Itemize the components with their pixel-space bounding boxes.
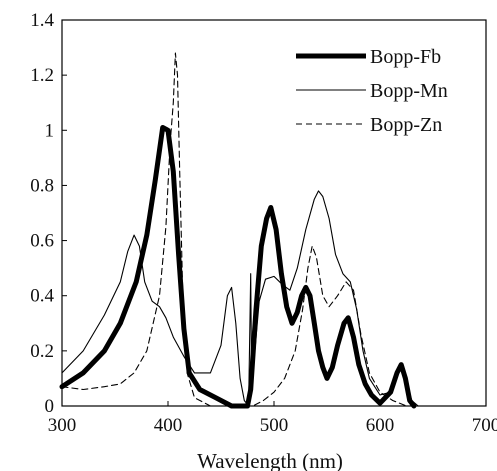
series-layer: [59, 52, 419, 409]
y-tick-label: 1: [45, 120, 55, 141]
legend-label-bopp-fb: Bopp-Fb: [370, 46, 441, 68]
x-tick-label: 700: [472, 415, 497, 436]
x-tick-label: 300: [48, 415, 77, 436]
x-tick-label: 600: [366, 415, 395, 436]
y-tick-label: 0.4: [30, 286, 54, 307]
legend-label-bopp-zn: Bopp-Zn: [370, 114, 442, 136]
y-tick-label: 1.2: [30, 65, 54, 86]
x-tick-label: 400: [154, 415, 183, 436]
y-tick-label: 0: [45, 396, 55, 417]
x-tick-label: 500: [260, 415, 289, 436]
chart-legend: Bopp-Fb Bopp-Mn Bopp-Zn: [296, 46, 448, 136]
x-axis-label: Wavelength (nm): [197, 449, 343, 471]
y-tick-label: 0.6: [30, 231, 54, 252]
y-tick-label: 0.8: [30, 175, 54, 196]
y-tick-label: 0.2: [30, 341, 54, 362]
y-tick-label: 1.4: [30, 10, 54, 31]
series-line-bopp-mn: [61, 190, 419, 407]
series-line-bopp-zn: [61, 52, 408, 407]
plot-axes: 300 400 500 600 700 0 0.2 0.4 0.6 0.8 1 1.2 1.4: [30, 10, 497, 436]
series-line-bopp-fb: [59, 125, 417, 409]
legend-label-bopp-mn: Bopp-Mn: [370, 80, 448, 102]
